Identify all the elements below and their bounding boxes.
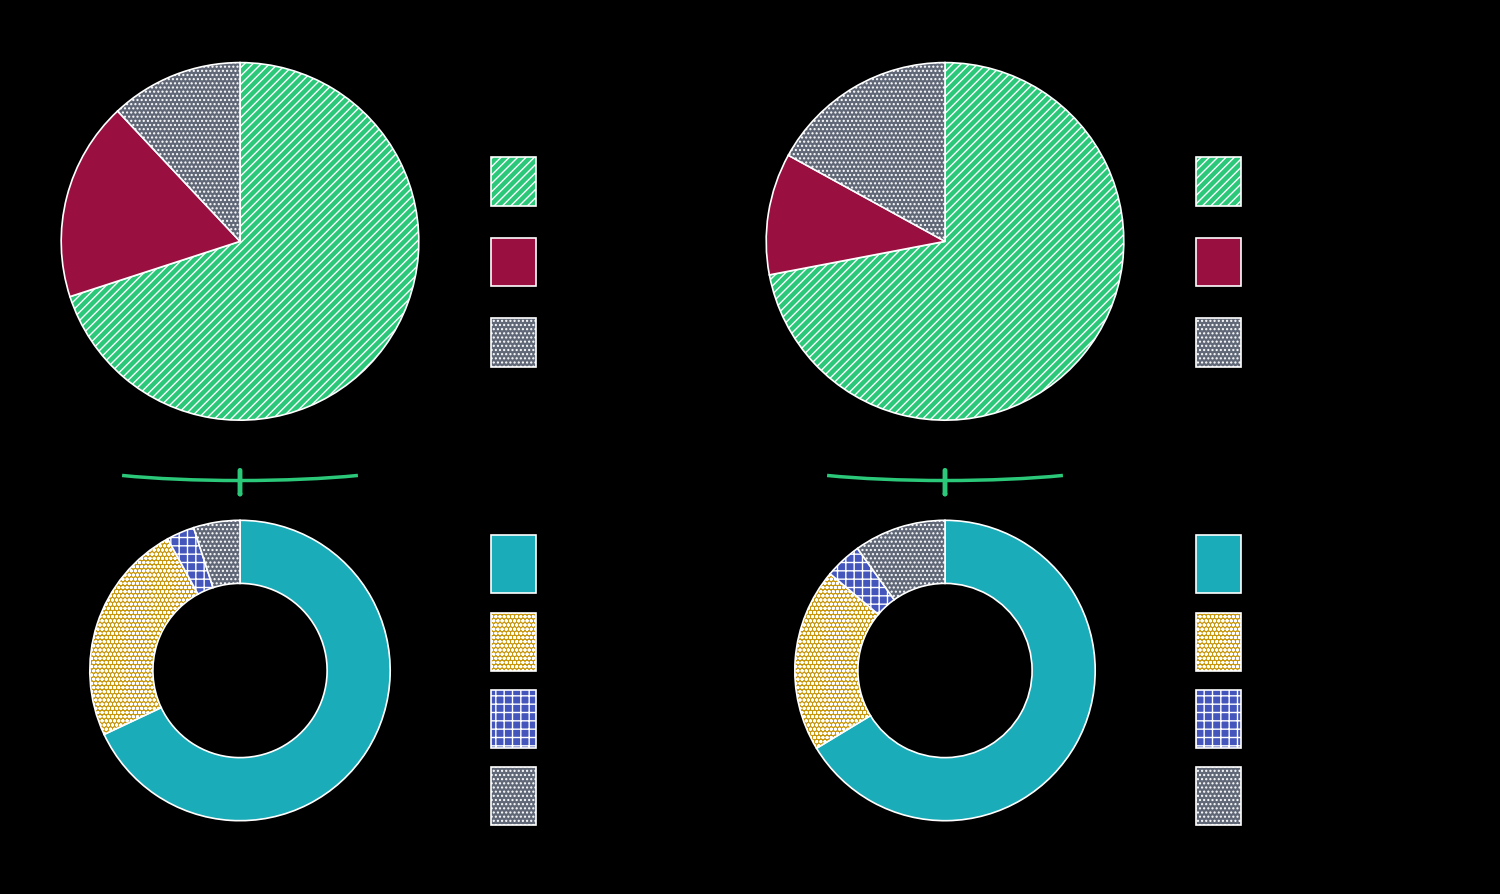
Wedge shape [830, 548, 894, 614]
Wedge shape [104, 520, 390, 821]
Bar [490, 690, 536, 747]
Bar [490, 318, 536, 367]
Wedge shape [766, 156, 945, 274]
Bar [490, 536, 536, 594]
Wedge shape [795, 574, 879, 748]
Bar [1196, 536, 1240, 594]
Wedge shape [168, 527, 213, 595]
Wedge shape [194, 520, 240, 587]
Bar [1196, 767, 1240, 825]
Bar [1196, 690, 1240, 747]
Bar [1196, 157, 1240, 206]
Bar [490, 612, 536, 670]
Wedge shape [117, 63, 240, 241]
Wedge shape [816, 520, 1095, 821]
Wedge shape [90, 539, 198, 735]
Bar [490, 238, 536, 286]
Wedge shape [62, 111, 240, 297]
Wedge shape [70, 63, 419, 420]
Bar [1196, 318, 1240, 367]
Bar [490, 157, 536, 206]
Bar [1196, 612, 1240, 670]
Bar [490, 767, 536, 825]
Wedge shape [770, 63, 1124, 420]
Wedge shape [789, 63, 945, 241]
Bar [1196, 238, 1240, 286]
Wedge shape [858, 520, 945, 600]
